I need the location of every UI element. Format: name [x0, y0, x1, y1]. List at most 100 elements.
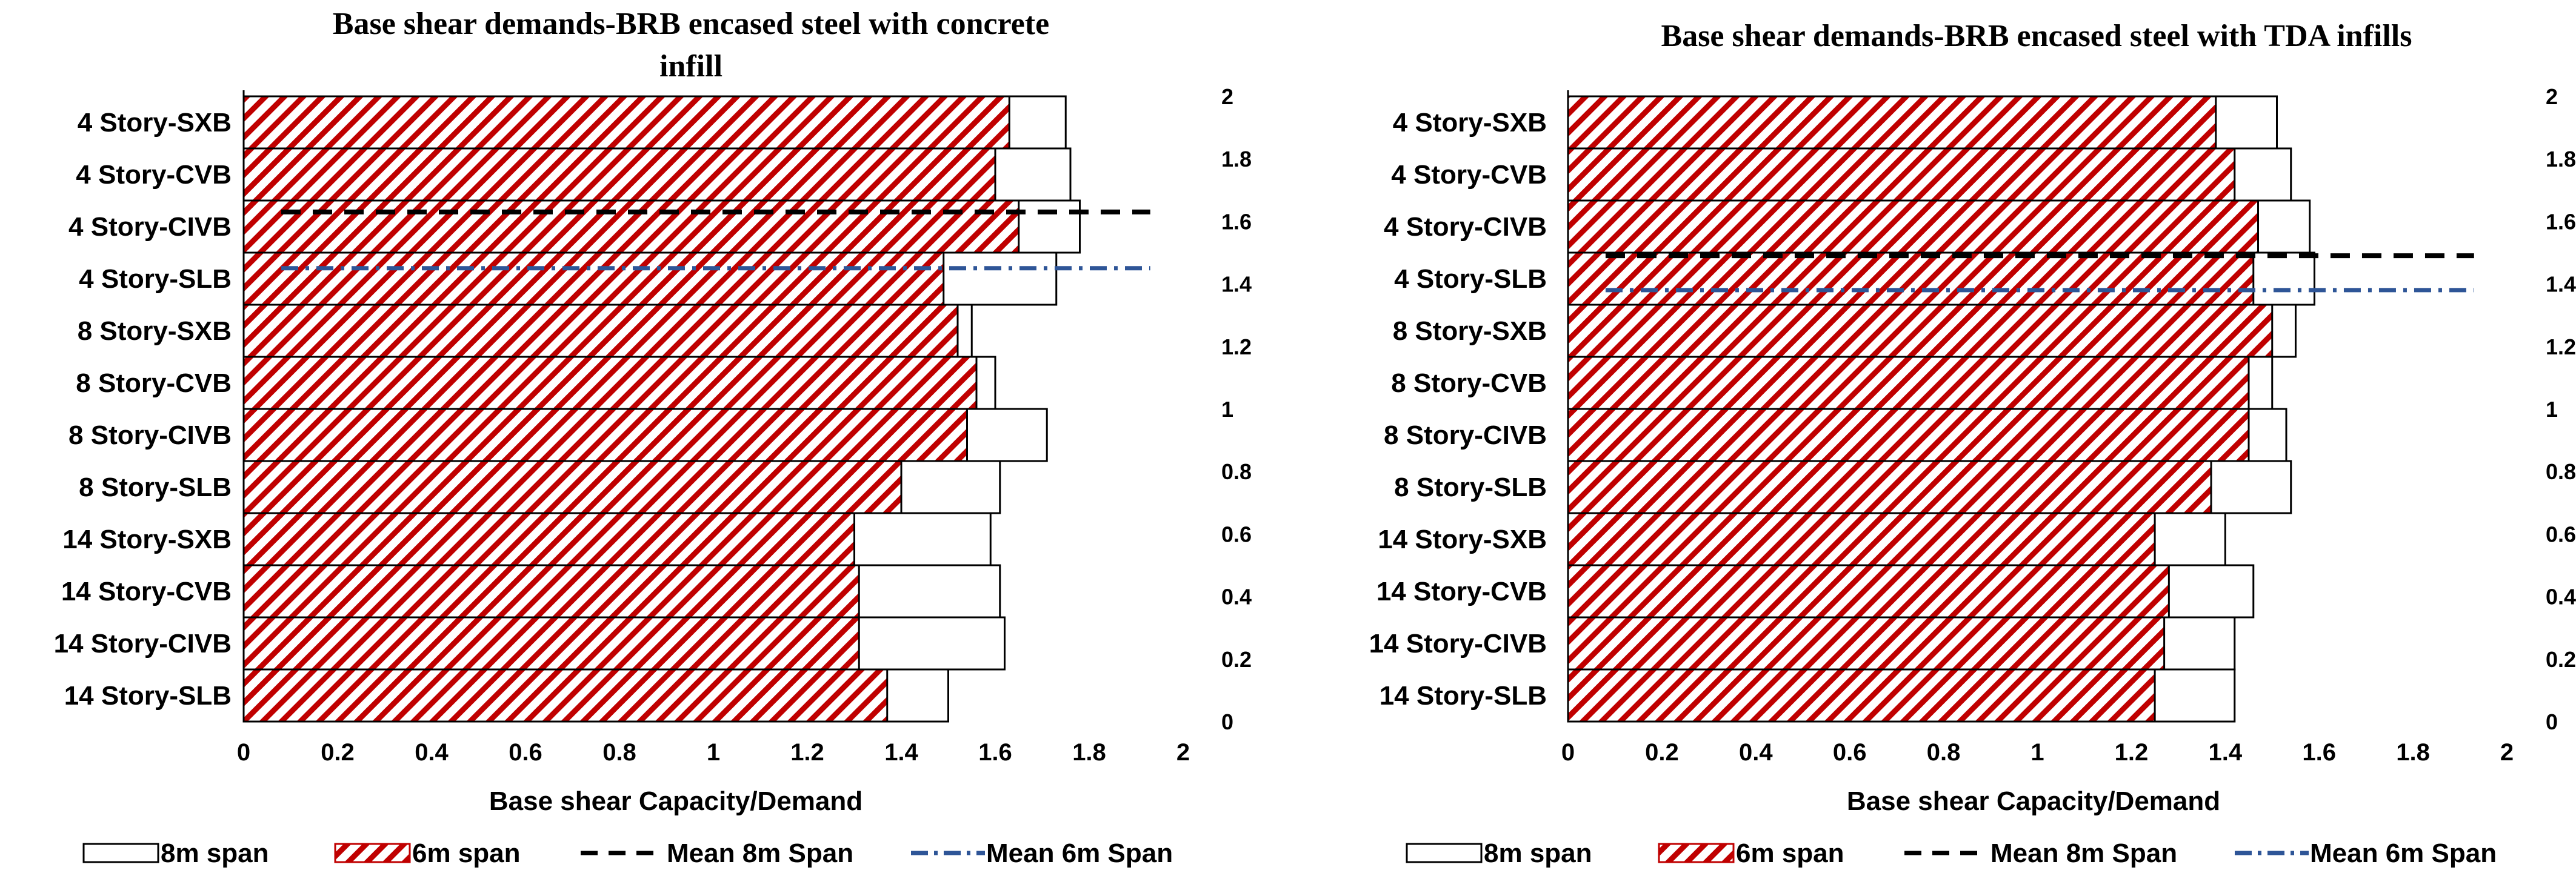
x-tick-label: 1.2 — [790, 739, 824, 766]
secondary-y-tick-label: 2 — [2546, 84, 2558, 109]
category-label: 4 Story-CIVB — [68, 212, 232, 242]
secondary-y-tick-label: 1.6 — [2546, 209, 2576, 234]
x-axis-label: Base shear Capacity/Demand — [489, 786, 863, 816]
legend-swatch-8m — [1406, 843, 1483, 863]
legend-label-mean-6m: Mean 6m Span — [986, 838, 1173, 868]
x-tick-label: 0.8 — [602, 739, 636, 766]
secondary-y-tick-label: 1.8 — [2546, 147, 2576, 171]
category-label: 4 Story-SLB — [1394, 264, 1547, 294]
legend-label-mean-6m: Mean 6m Span — [2310, 838, 2497, 868]
bar-6m-span — [242, 147, 996, 202]
secondary-y-tick-label: 0.8 — [2546, 459, 2576, 484]
x-tick-label: 0.2 — [1645, 739, 1679, 766]
legend-label-8m: 8m span — [161, 838, 269, 868]
x-tick-label: 1.4 — [2208, 739, 2242, 766]
legend-label-6m: 6m span — [1736, 838, 1844, 868]
secondary-y-tick-label: 1.4 — [2546, 272, 2576, 297]
chart-title-line: Base shear demands-BRB encased steel wit… — [333, 7, 1049, 41]
secondary-y-tick-label: 0.4 — [1221, 585, 1252, 609]
secondary-y-tick-label: 0.4 — [2546, 585, 2576, 609]
category-label: 14 Story-CVB — [61, 577, 232, 606]
secondary-y-tick-label: 0 — [1221, 709, 1233, 734]
category-label: 4 Story-CVB — [76, 160, 232, 190]
secondary-y-tick-label: 1 — [1221, 397, 1233, 422]
chart-concrete-infill: Base shear demands-BRB encased steel wit… — [54, 7, 1252, 816]
category-label: 14 Story-SXB — [62, 525, 232, 554]
secondary-y-tick-label: 0.6 — [1221, 522, 1252, 546]
category-label: 14 Story-CIVB — [1369, 629, 1547, 659]
bar-6m-span — [1567, 304, 2274, 358]
bar-6m-span — [1567, 356, 2250, 410]
legend-label-mean-8m: Mean 8m Span — [667, 838, 853, 868]
legend-label-8m: 8m span — [1484, 838, 1592, 868]
x-tick-label: 1.4 — [884, 739, 918, 766]
category-label: 4 Story-CVB — [1391, 160, 1547, 190]
x-tick-label: 1.6 — [978, 739, 1012, 766]
bar-6m-span — [242, 95, 1010, 150]
bar-6m-span — [1567, 668, 2156, 723]
bar-6m-span — [242, 251, 945, 306]
category-label: 4 Story-SLB — [79, 264, 232, 294]
secondary-y-tick-label: 0.6 — [2546, 522, 2576, 546]
bar-6m-span — [242, 199, 1020, 254]
bar-6m-span — [242, 668, 889, 723]
bar-6m-span — [242, 616, 860, 671]
bar-6m-span — [1567, 460, 2212, 514]
bar-6m-span — [242, 564, 860, 619]
category-label: 14 Story-SXB — [1378, 525, 1547, 554]
secondary-y-tick-label: 2 — [1221, 84, 1233, 109]
x-axis-label: Base shear Capacity/Demand — [1847, 786, 2220, 816]
secondary-y-tick-label: 0.2 — [2546, 647, 2576, 672]
secondary-y-tick-label: 0.8 — [1221, 459, 1252, 484]
x-tick-label: 0.4 — [415, 739, 449, 766]
bar-6m-span — [242, 304, 959, 358]
category-label: 8 Story-CVB — [1391, 368, 1547, 398]
category-label: 8 Story-CVB — [76, 368, 232, 398]
category-label: 4 Story-SXB — [1393, 108, 1547, 138]
x-tick-label: 0 — [237, 739, 250, 766]
bar-6m-span — [1567, 251, 2255, 306]
bar-6m-span — [242, 512, 855, 566]
bar-6m-span — [1567, 95, 2217, 150]
category-label: 8 Story-SXB — [1393, 316, 1547, 346]
secondary-y-tick-label: 0.2 — [1221, 647, 1252, 672]
secondary-y-tick-label: 1.2 — [2546, 334, 2576, 359]
secondary-y-tick-label: 0 — [2546, 709, 2558, 734]
x-tick-label: 0.4 — [1739, 739, 1773, 766]
legend-swatch-6m — [334, 843, 411, 863]
x-tick-label: 1.6 — [2302, 739, 2336, 766]
x-tick-label: 1.8 — [2396, 739, 2430, 766]
category-label: 8 Story-CIVB — [1384, 420, 1547, 450]
category-label: 14 Story-CVB — [1376, 577, 1547, 606]
chart-tda-infills: Base shear demands-BRB encased steel wit… — [1369, 19, 2576, 816]
legend-swatch-8m — [82, 843, 159, 863]
bar-6m-span — [242, 356, 978, 410]
x-tick-label: 0.6 — [1833, 739, 1867, 766]
category-label: 14 Story-CIVB — [54, 629, 232, 659]
x-tick-label: 1.2 — [2115, 739, 2149, 766]
x-tick-label: 0.8 — [1927, 739, 1961, 766]
x-tick-label: 2 — [1176, 739, 1190, 766]
x-tick-label: 1 — [707, 739, 720, 766]
secondary-y-tick-label: 1.8 — [1221, 147, 1252, 171]
x-tick-label: 1 — [2030, 739, 2044, 766]
secondary-y-tick-label: 1.6 — [1221, 209, 1252, 234]
category-label: 8 Story-CIVB — [68, 420, 232, 450]
bar-6m-span — [1567, 199, 2260, 254]
chart-title-line: Base shear demands-BRB encased steel wit… — [1661, 19, 2412, 53]
category-label: 8 Story-SXB — [78, 316, 232, 346]
category-label: 8 Story-SLB — [79, 473, 232, 502]
bar-6m-span — [1567, 512, 2156, 566]
bar-6m-span — [1567, 564, 2170, 619]
bar-6m-span — [242, 408, 968, 462]
legend-label-6m: 6m span — [412, 838, 521, 868]
bar-6m-span — [242, 460, 903, 514]
category-label: 4 Story-SXB — [78, 108, 232, 138]
bar-6m-span — [1567, 408, 2250, 462]
x-tick-label: 2 — [2500, 739, 2514, 766]
x-tick-label: 1.8 — [1072, 739, 1106, 766]
legend-swatch-6m — [1658, 843, 1735, 863]
legend-tda-infills: 8m span 6m span Mean 8m Span Mean 6m Spa… — [1406, 838, 2497, 868]
x-tick-label: 0.2 — [321, 739, 355, 766]
